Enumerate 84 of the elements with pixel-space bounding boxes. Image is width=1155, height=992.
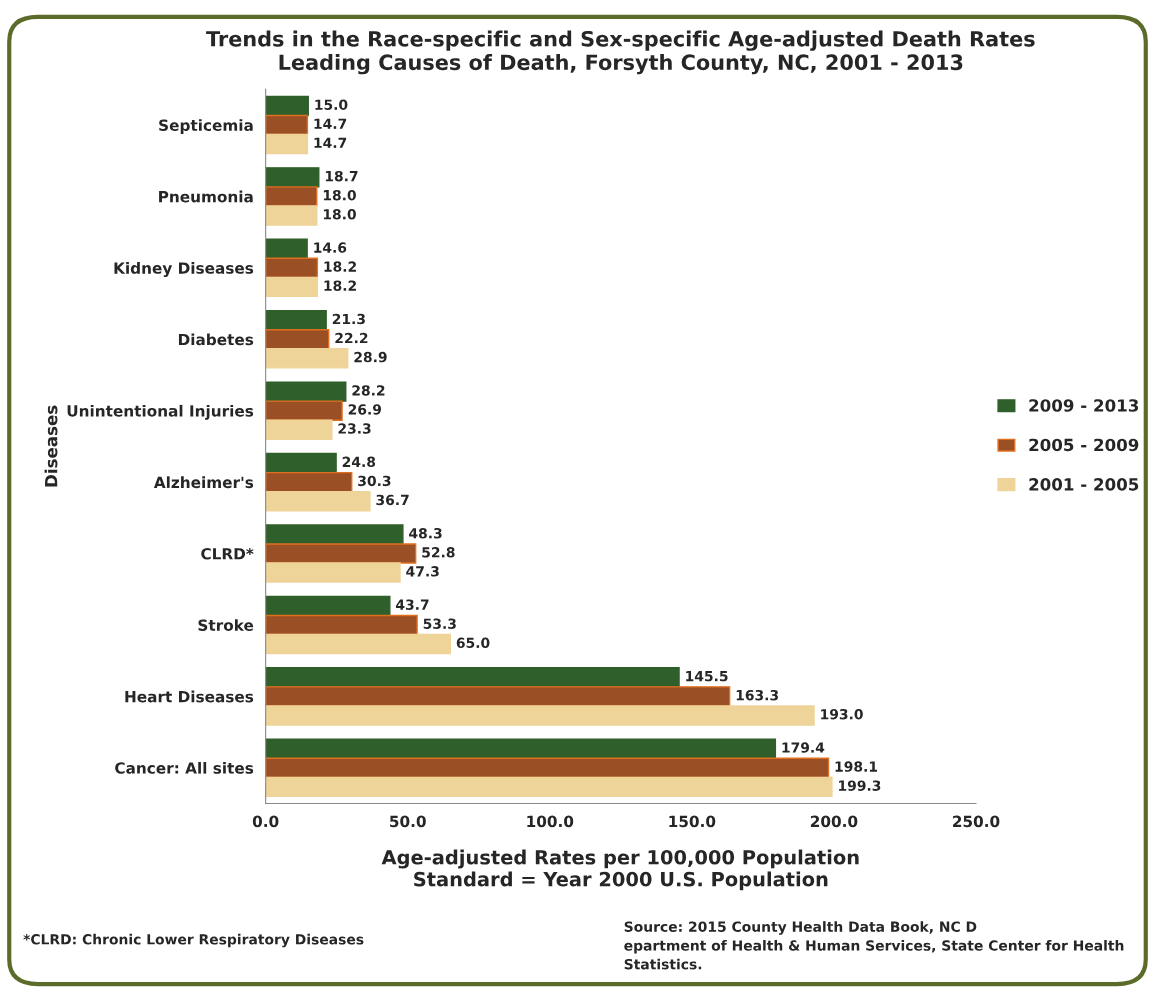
text: 24.8 <box>342 456 376 468</box>
y-tick-label: Pneumonia <box>159 190 253 203</box>
text: 18.2 <box>324 261 356 272</box>
bar <box>265 471 353 493</box>
text: 179.4 <box>782 742 825 753</box>
source-note: Source: 2015 County Health Data Book, NC D epartment of Health & Human Services, State Center for Health Statistics. <box>624 921 1124 970</box>
text: 18.7 <box>325 170 358 182</box>
x-tick-label: 150.0 <box>669 815 716 828</box>
bar <box>265 757 830 779</box>
x-axis-title: Age-adjusted Rates per 100,000 Population Standard = Year 2000 U.S. Population <box>381 849 859 891</box>
text: 14.7 <box>314 137 347 148</box>
bar <box>265 133 309 155</box>
bar <box>265 348 349 369</box>
bar <box>265 114 309 136</box>
text: 15.0 <box>315 99 348 110</box>
text: 163.3 <box>736 689 779 701</box>
y-axis-title: Diseases <box>44 405 58 487</box>
text: 43.7 <box>396 599 429 610</box>
bar <box>265 667 680 688</box>
bar <box>265 276 319 298</box>
text: 52.8 <box>422 547 455 558</box>
bar <box>265 167 320 188</box>
bar <box>265 186 318 207</box>
text: 14.6 <box>314 242 347 253</box>
bar <box>265 738 777 759</box>
y-tick-label: CLRD* <box>201 548 254 560</box>
text: 53.3 <box>423 618 456 629</box>
text: 47.3 <box>406 566 439 577</box>
bar <box>265 205 318 226</box>
text: 30.3 <box>358 475 391 487</box>
text: 199.3 <box>839 780 881 791</box>
y-tick-label: Unintentional Injuries <box>67 404 254 420</box>
bar <box>265 686 731 707</box>
bar <box>265 562 401 583</box>
bar <box>265 400 343 421</box>
text: 145.5 <box>686 671 728 682</box>
bar <box>265 776 833 798</box>
bar <box>265 490 371 512</box>
bar <box>265 329 330 350</box>
bar <box>265 524 404 545</box>
legend-label: 2009 - 2013 <box>1029 399 1139 412</box>
text: 22.2 <box>335 332 368 344</box>
x-tick-label: 50.0 <box>390 815 426 828</box>
text: 18.0 <box>323 189 356 201</box>
y-tick-label: Stroke <box>198 619 254 631</box>
bar <box>265 257 319 279</box>
bar <box>265 614 418 636</box>
bar <box>265 705 815 726</box>
bar <box>265 419 333 440</box>
bar <box>265 452 337 474</box>
text: 26.9 <box>348 404 382 415</box>
legend-label: 2005 - 2009 <box>1029 438 1139 452</box>
bar <box>265 381 347 402</box>
y-tick-label: Alzheimer's <box>153 476 254 489</box>
text: 23.3 <box>338 423 371 434</box>
text: 48.3 <box>409 528 442 539</box>
text: 65.0 <box>456 637 490 649</box>
text: 28.9 <box>354 351 387 363</box>
x-tick-label: 100.0 <box>527 815 574 828</box>
y-tick-label: Cancer: All sites <box>115 762 254 774</box>
text: 21.3 <box>332 313 365 325</box>
bar <box>265 309 327 331</box>
x-tick-label: 0.0 <box>252 815 279 828</box>
y-tick-label: Septicemia <box>159 119 253 134</box>
bar <box>265 238 308 260</box>
text: 18.2 <box>324 280 356 291</box>
y-tick-label: Kidney Diseases <box>114 262 254 277</box>
y-tick-label: Diabetes <box>178 333 254 346</box>
text: 28.2 <box>352 385 385 396</box>
y-tick-label: Heart Diseases <box>125 690 254 703</box>
text: 193.0 <box>821 708 863 720</box>
text: 36.7 <box>376 494 409 506</box>
text: 18.0 <box>323 208 356 220</box>
text: 198.1 <box>835 761 878 772</box>
legend-label: 2001 - 2005 <box>1029 478 1139 491</box>
bar <box>265 595 391 617</box>
chart-title: Trends in the Race-specific and Sex-specific Age-adjusted Death Rates Leading Causes of Death, Forsyth County, NC, 2001 - 2013 <box>206 30 1035 75</box>
bar <box>265 95 309 117</box>
x-tick-label: 200.0 <box>810 815 858 828</box>
text: *CLRD: Chronic Lower Respiratory Diseases <box>23 933 364 948</box>
x-tick-label: 250.0 <box>953 815 1000 828</box>
bar <box>265 543 417 564</box>
bar <box>265 633 452 655</box>
text: 14.7 <box>314 118 347 129</box>
